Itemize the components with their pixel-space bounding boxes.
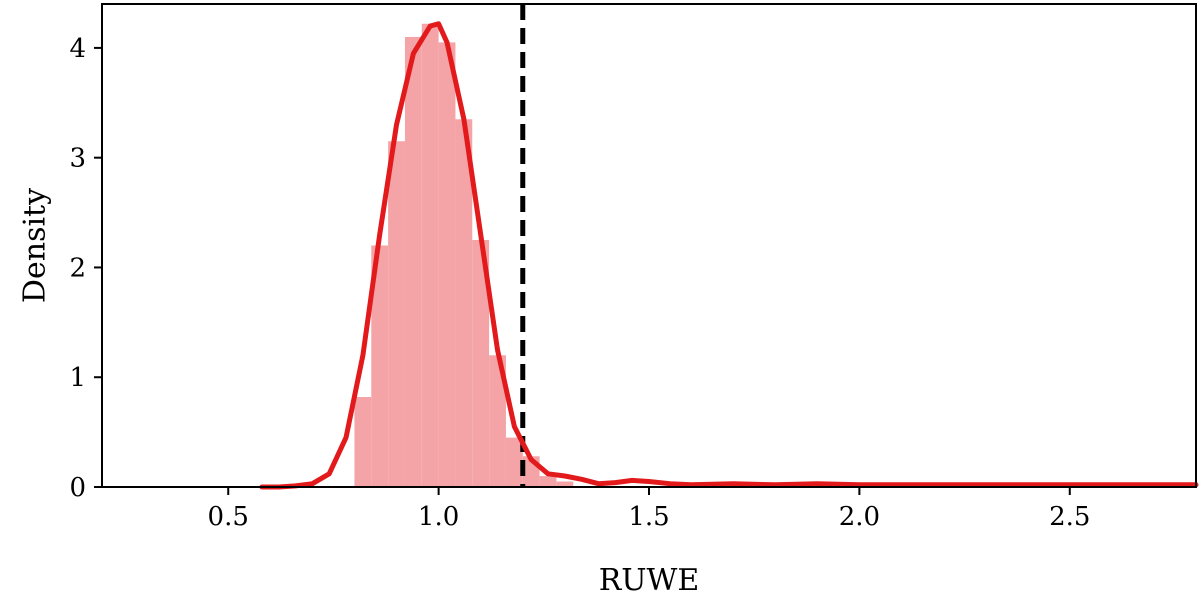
- x-tick-label: 2.5: [1049, 502, 1090, 532]
- y-axis-ticks: 0 1 2 3 4: [69, 34, 102, 503]
- histogram-bar: [421, 23, 439, 487]
- histogram-bar: [505, 437, 523, 487]
- histogram-bar: [404, 36, 422, 487]
- x-tick-label: 0.5: [208, 502, 249, 532]
- y-tick-label: 4: [69, 34, 86, 64]
- histogram-bar: [556, 481, 574, 487]
- histogram-bar: [388, 141, 405, 487]
- plot-frame: [101, 3, 1197, 488]
- x-tick-label: 1.5: [628, 502, 669, 532]
- y-axis-label: Density: [18, 188, 53, 303]
- histogram-bar: [489, 355, 506, 487]
- kde-curve: [259, 21, 1199, 490]
- histogram-bar: [438, 42, 456, 487]
- histogram-bars: [354, 23, 574, 488]
- y-tick-label: 0: [69, 473, 86, 503]
- histogram-bar: [455, 119, 473, 488]
- histogram-bar: [472, 240, 490, 487]
- histogram-bar: [354, 396, 372, 487]
- y-tick-label: 2: [69, 253, 86, 283]
- histogram-bar: [371, 245, 389, 487]
- y-tick-label: 1: [69, 363, 86, 393]
- x-axis-label: RUWE: [599, 563, 700, 598]
- y-tick-label: 3: [69, 144, 86, 174]
- histogram-bar: [539, 476, 557, 487]
- x-tick-label: 1.0: [418, 502, 459, 532]
- x-tick-label: 2.0: [839, 502, 880, 532]
- x-axis-ticks: 0.5 1.0 1.5 2.0 2.5: [208, 487, 1090, 532]
